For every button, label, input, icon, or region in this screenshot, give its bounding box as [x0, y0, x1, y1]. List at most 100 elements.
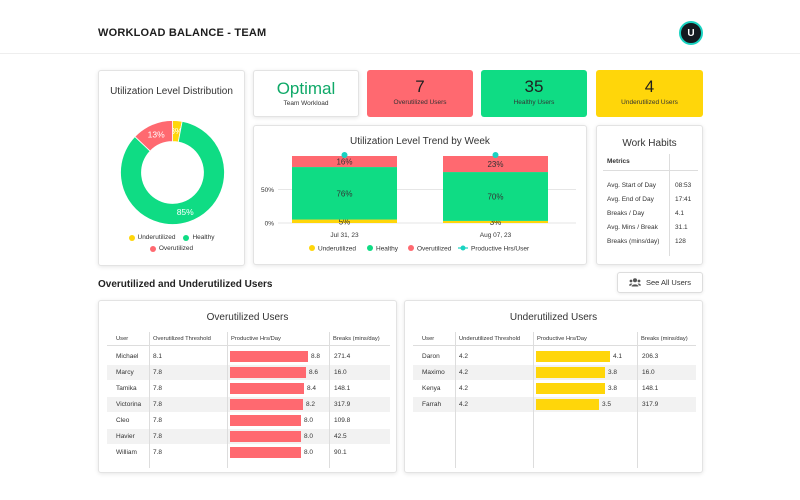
top-bar: WORKLOAD BALANCE - TEAM U [0, 0, 800, 54]
breaks-cell: 16.0 [642, 369, 655, 376]
table-row[interactable]: Havier 7.8 8.0 42.5 [107, 429, 390, 444]
productive-hours-value: 3.8 [608, 385, 618, 392]
threshold-cell: 7.8 [153, 433, 163, 440]
kpi-underutilized-users[interactable]: 4 Underutilized Users [596, 70, 703, 117]
legend-healthy: Healthy [183, 234, 214, 241]
work-habit-value: 17:41 [675, 196, 692, 203]
threshold-cell: 4.2 [459, 369, 469, 376]
kpi-label: Healthy Users [513, 99, 555, 106]
column-header-breaks: Breaks (mins/day) [333, 336, 380, 342]
column-header-user: User [116, 336, 129, 342]
breaks-cell: 109.8 [334, 417, 351, 424]
user-name-cell: William [116, 449, 137, 456]
threshold-cell: 7.8 [153, 385, 163, 392]
productive-hours-value: 8.0 [304, 449, 314, 456]
legend-label: Overutilized [417, 246, 452, 253]
user-name-cell: Victorina [116, 401, 142, 408]
kpi-healthy-users[interactable]: 35 Healthy Users [481, 70, 587, 117]
kpi-value: Optimal [276, 79, 336, 98]
legend-dot-icon [460, 245, 466, 251]
donut-slice-label: 3% [170, 126, 183, 136]
utilization-trend-card: 0% 50% 5% 76% 16% Jul 31, 23 3% 70% 23% Aug 07, 2… [253, 125, 587, 265]
legend-dot-icon [367, 245, 373, 251]
table-row[interactable]: Victorina 7.8 8.2 317.9 [107, 397, 390, 412]
underutilized-users-title: Underutilized Users [509, 312, 598, 323]
kpi-label: Overutilized Users [393, 99, 447, 106]
table-row[interactable]: William 7.8 8.0 90.1 [107, 445, 390, 460]
productive-hours-value: 8.6 [309, 369, 319, 376]
user-name-cell: Marcy [116, 369, 134, 376]
overutilized-users-title: Overutilized Users [206, 312, 289, 323]
utilization-trend-chart: 0% 50% 5% 76% 16% Jul 31, 23 3% 70% 23% Aug 07, 2… [261, 152, 576, 253]
trend-bar-label: 3% [490, 218, 502, 227]
threshold-cell: 4.2 [459, 385, 469, 392]
legend-label: Overutilized [158, 245, 194, 252]
legend-label: Underutilized [137, 234, 176, 241]
trend-bar-label: 16% [336, 158, 352, 167]
productive-hours-bar [230, 351, 308, 362]
kpi-overutilized-users[interactable]: 7 Overutilized Users [367, 70, 473, 117]
threshold-cell: 4.2 [459, 401, 469, 408]
column-header-productive-hrs: Productive Hrs/Day [537, 336, 587, 342]
underutilized-users-card: Underutilized Users User Underutilized T… [404, 300, 703, 473]
y-tick-label: 0% [265, 221, 275, 228]
table-row[interactable]: Tamika 7.8 8.4 148.1 [107, 381, 390, 396]
column-divider [329, 332, 330, 468]
user-name-cell: Maximo [422, 369, 445, 376]
table-row[interactable]: Michael 8.1 8.8 271.4 [107, 349, 390, 364]
user-avatar[interactable]: U [679, 21, 703, 45]
breaks-cell: 148.1 [334, 385, 351, 392]
kpi-label: Underutilized Users [621, 99, 678, 106]
donut-slice-healthy [120, 120, 225, 225]
breaks-cell: 90.1 [334, 449, 347, 456]
table-row[interactable]: Farrah 4.2 3.5 317.9 [413, 397, 696, 412]
productive-hours-value: 8.8 [311, 353, 321, 360]
x-tick-label: Aug 07, 23 [480, 232, 512, 239]
user-name-cell: Cleo [116, 417, 130, 424]
overutilized-users-card: Overutilized Users User Overutilized Thr… [98, 300, 397, 473]
productive-hours-value: 4.1 [613, 353, 623, 360]
work-habit-label: Breaks / Day [607, 210, 645, 217]
trend-bar-overutilized [292, 156, 397, 168]
kpi-team-workload: Optimal Team Workload [253, 70, 359, 117]
threshold-cell: 7.8 [153, 417, 163, 424]
productive-hours-value: 8.0 [304, 417, 314, 424]
y-tick-label: 50% [261, 187, 274, 194]
legend-dot-icon [149, 245, 156, 252]
table-row[interactable]: Kenya 4.2 3.8 148.1 [413, 381, 696, 396]
threshold-cell: 4.2 [459, 353, 469, 360]
legend-label: Productive Hrs/User [471, 246, 530, 253]
productive-hours-bar [536, 351, 610, 362]
header-divider [107, 345, 390, 346]
legend-label: Healthy [192, 234, 215, 241]
header-divider [413, 345, 696, 346]
legend-underutilized: Underutilized [128, 234, 176, 241]
table-row[interactable]: Daron 4.2 4.1 206.3 [413, 349, 696, 364]
legend-label: Healthy [376, 246, 399, 253]
productive-hours-bar [536, 367, 605, 378]
productive-hours-value: 3.8 [608, 369, 618, 376]
work-habit-row: Avg. Start of Day 08:53 [607, 182, 699, 189]
table-row[interactable]: Maximo 4.2 3.8 16.0 [413, 365, 696, 380]
users-icon [628, 278, 641, 287]
productive-hours-bar [230, 399, 303, 410]
table-row[interactable]: Marcy 7.8 8.6 16.0 [107, 365, 390, 380]
donut-slice-label: 13% [148, 129, 165, 139]
distribution-legend-row-1: Underutilized Healthy [99, 234, 244, 241]
work-habit-row: Breaks (mins/day) 128 [607, 238, 699, 245]
trend-bar-label: 5% [339, 217, 351, 226]
trend-bar-overutilized [443, 156, 548, 173]
see-all-users-button[interactable]: See All Users [617, 272, 703, 293]
trend-bar-underutilized [443, 220, 548, 223]
productive-hours-bar [230, 447, 301, 458]
table-row[interactable]: Cleo 7.8 8.0 109.8 [107, 413, 390, 428]
productive-hours-point [492, 152, 499, 158]
page-title: WORKLOAD BALANCE - TEAM [98, 27, 267, 39]
work-habit-row: Avg. Mins / Break 31.1 [607, 224, 699, 231]
breaks-cell: 42.5 [334, 433, 347, 440]
trend-bar-label: 76% [336, 189, 352, 198]
work-habit-value: 31.1 [675, 224, 688, 231]
column-divider [227, 332, 228, 468]
user-name-cell: Farrah [422, 401, 442, 408]
legend-dot-icon [183, 234, 190, 241]
